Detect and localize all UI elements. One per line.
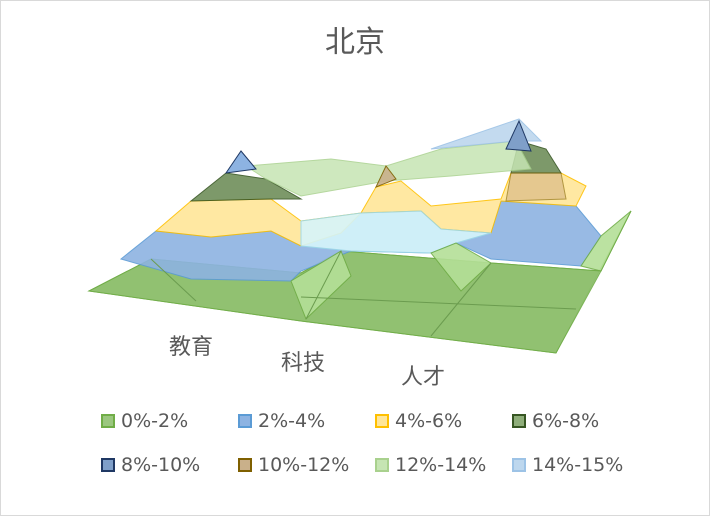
category-label: 人才 bbox=[401, 365, 446, 390]
legend-label: 14%-15% bbox=[532, 454, 624, 476]
legend-item: 8%-10% bbox=[101, 450, 238, 480]
category-label: 科技 bbox=[281, 351, 326, 376]
legend-item: 10%-12% bbox=[238, 450, 375, 480]
grid-line-1 bbox=[150, 258, 197, 302]
legend-item: 4%-6% bbox=[375, 406, 512, 436]
legend-swatch bbox=[101, 414, 115, 428]
chart-title: 北京 bbox=[325, 25, 385, 60]
grid-line-4 bbox=[300, 296, 577, 310]
band-14-15-c bbox=[505, 119, 532, 152]
slope-right-edge bbox=[580, 210, 632, 272]
legend-label: 0%-2% bbox=[121, 410, 189, 432]
legend-swatch bbox=[238, 458, 252, 472]
band-10-12-a bbox=[374, 165, 397, 188]
legend-swatch bbox=[375, 458, 389, 472]
grid-line-2 bbox=[305, 250, 342, 320]
legend-label: 6%-8% bbox=[532, 410, 600, 432]
legend-label: 2%-4% bbox=[258, 410, 326, 432]
legend-swatch bbox=[512, 414, 526, 428]
legend-item: 2%-4% bbox=[238, 406, 375, 436]
category-label: 教育 bbox=[169, 335, 214, 360]
legend-swatch bbox=[375, 414, 389, 428]
legend-label: 12%-14% bbox=[395, 454, 487, 476]
band-14-15-a bbox=[224, 150, 257, 174]
grid-line-3 bbox=[430, 262, 492, 337]
legend-item: 6%-8% bbox=[512, 406, 649, 436]
legend-item: 0%-2% bbox=[101, 406, 238, 436]
slope-front-left bbox=[290, 250, 352, 320]
band-6-8 bbox=[189, 172, 303, 202]
band-14-15-b bbox=[430, 118, 543, 150]
band-mid-cyan bbox=[300, 210, 492, 254]
legend-swatch bbox=[512, 458, 526, 472]
legend: 0%-2% 2%-4% 4%-6% 6%-8% 8%-10% 10%-12% 12%-14%… bbox=[101, 406, 661, 480]
legend-label: 10%-12% bbox=[258, 454, 350, 476]
legend-item: 12%-14% bbox=[375, 450, 512, 480]
band-10-12-b bbox=[505, 172, 567, 202]
legend-swatch bbox=[101, 458, 115, 472]
legend-swatch bbox=[238, 414, 252, 428]
legend-item: 14%-15% bbox=[512, 450, 649, 480]
legend-label: 4%-6% bbox=[395, 410, 463, 432]
legend-label: 8%-10% bbox=[121, 454, 201, 476]
